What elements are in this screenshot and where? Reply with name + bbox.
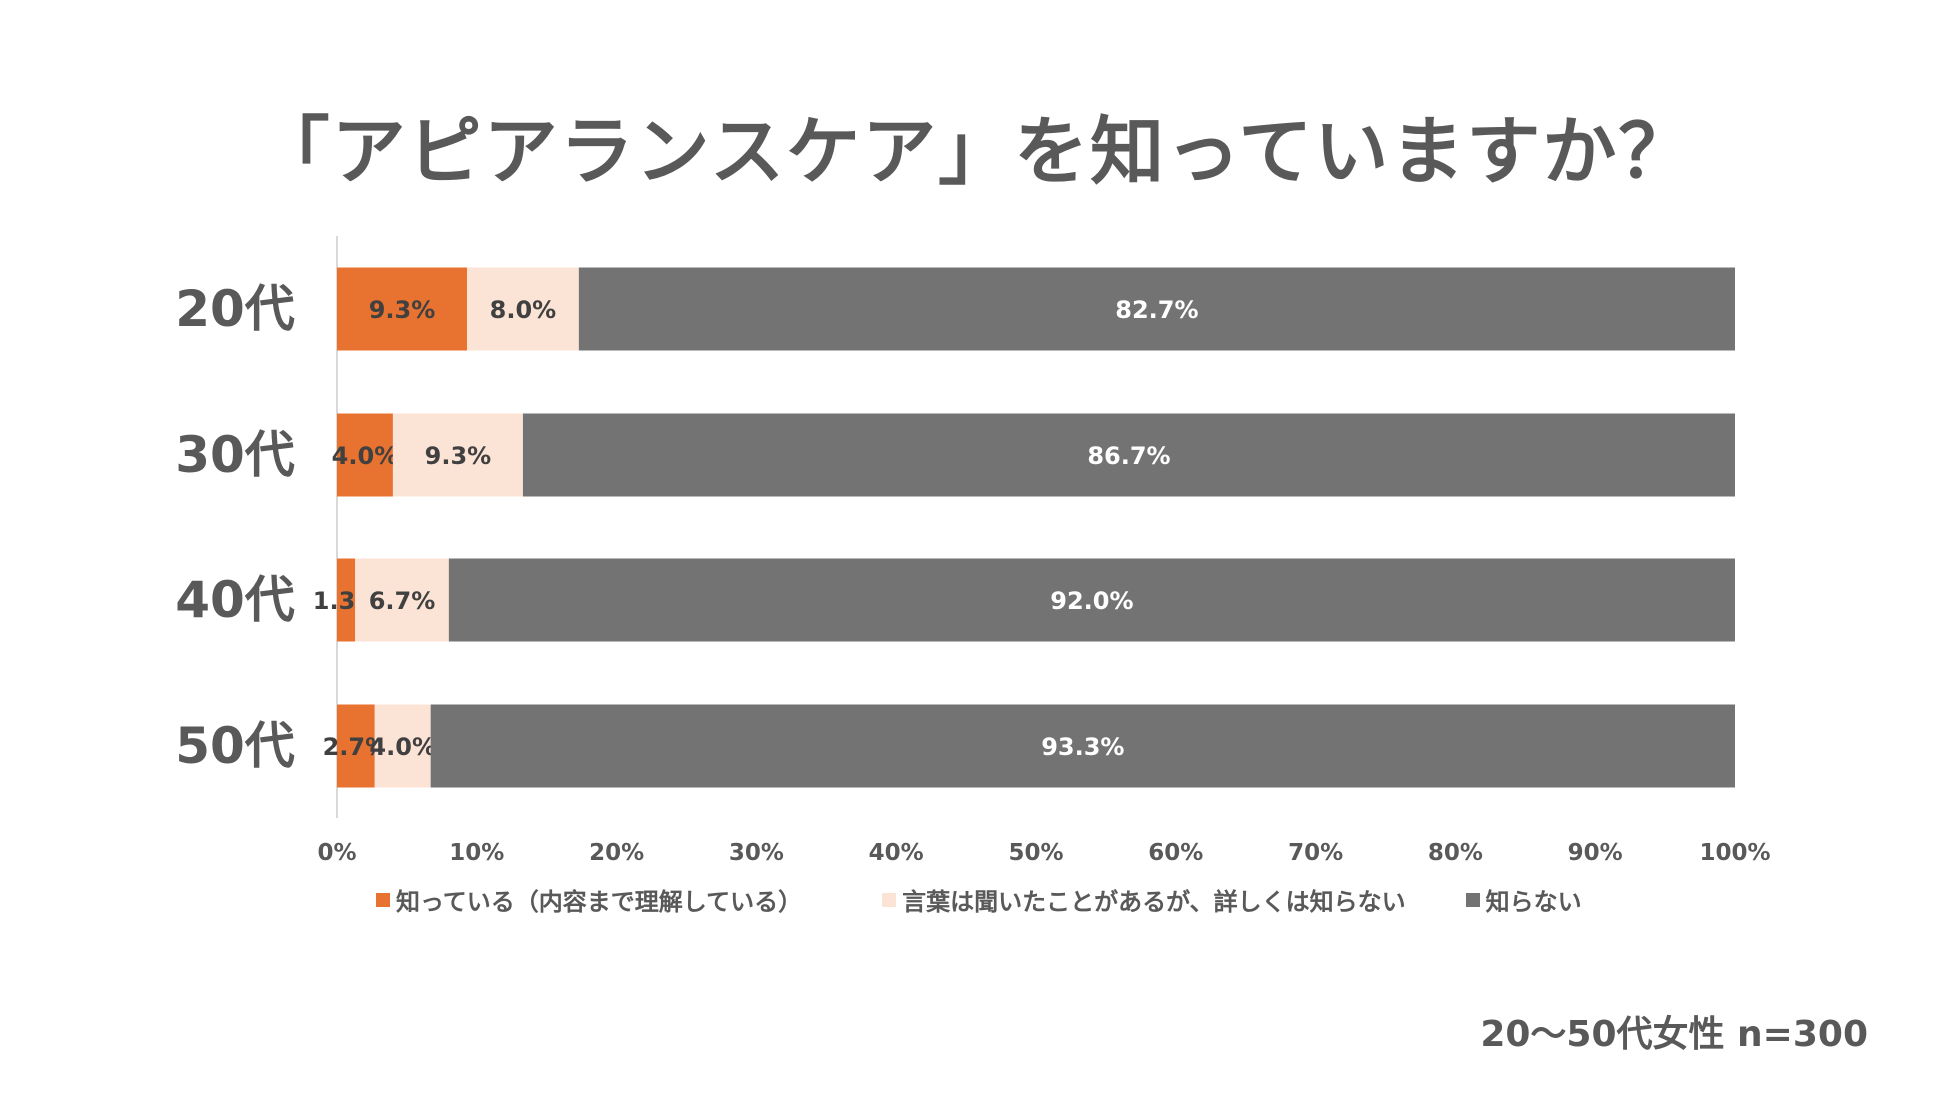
data-label: 9.3% — [369, 296, 436, 324]
x-tick-label: 40% — [869, 840, 924, 866]
legend-item: 言葉は聞いたことがあるが、詳しくは知らない — [882, 882, 1406, 917]
legend-swatch — [376, 892, 390, 907]
legend-swatch — [1465, 892, 1480, 907]
sample-note: 20〜50代女性 n=300 — [1480, 1014, 1868, 1055]
chart-title: 「アピアランスケア」を知っていますか？ — [255, 109, 1695, 195]
x-tick-label: 10% — [449, 840, 504, 866]
x-tick-label: 30% — [729, 840, 784, 866]
bar-segment — [337, 704, 375, 788]
category-label: 50代 — [175, 717, 295, 775]
legend-label: 言葉は聞いたことがあるが、詳しくは知らない — [902, 888, 1406, 916]
data-label: 86.7% — [1087, 442, 1170, 470]
data-label: 92.0% — [1050, 587, 1133, 615]
data-label: 4.0% — [369, 733, 436, 761]
data-label: 8.0% — [490, 296, 557, 324]
x-tick-label: 80% — [1428, 840, 1483, 866]
category-label: 20代 — [175, 280, 295, 338]
bar-segment — [337, 558, 356, 642]
x-tick-label: 90% — [1568, 840, 1623, 866]
category-label: 40代 — [175, 571, 295, 629]
data-label: 93.3% — [1041, 733, 1124, 761]
data-label: 6.7% — [369, 587, 436, 615]
data-label: 4.0% — [332, 442, 399, 470]
bar-segment — [337, 413, 393, 497]
x-tick-label: 60% — [1148, 840, 1203, 866]
bar-segment — [578, 267, 1735, 351]
legend-label: 知っている（内容まで理解している） — [396, 888, 803, 916]
chart-legend: 知っている（内容まで理解している） 言葉は聞いたことがあるが、詳しくは知らない 知ら… — [376, 882, 1582, 917]
x-tick-label: 100% — [1699, 840, 1770, 866]
bar-segment — [522, 413, 1735, 497]
legend-label: 知らない — [1485, 888, 1582, 916]
data-label: 82.7% — [1115, 296, 1198, 324]
x-tick-label: 50% — [1008, 840, 1063, 866]
bar-segment — [355, 558, 449, 642]
legend-swatch — [882, 892, 897, 907]
bar-segment — [448, 558, 1736, 642]
legend-item: 知っている（内容まで理解している） — [376, 882, 802, 917]
x-tick-label: 20% — [589, 840, 644, 866]
bar-segment — [392, 413, 523, 497]
bar-segment — [467, 267, 579, 351]
x-tick-label: 70% — [1288, 840, 1343, 866]
legend-item: 知らない — [1465, 882, 1582, 917]
bar-segment — [430, 704, 1735, 788]
x-tick-label: 0% — [317, 840, 356, 866]
bar-segment — [337, 267, 468, 351]
data-label: 9.3% — [425, 442, 492, 470]
category-label: 30代 — [175, 426, 295, 484]
bar-segment — [374, 704, 431, 788]
